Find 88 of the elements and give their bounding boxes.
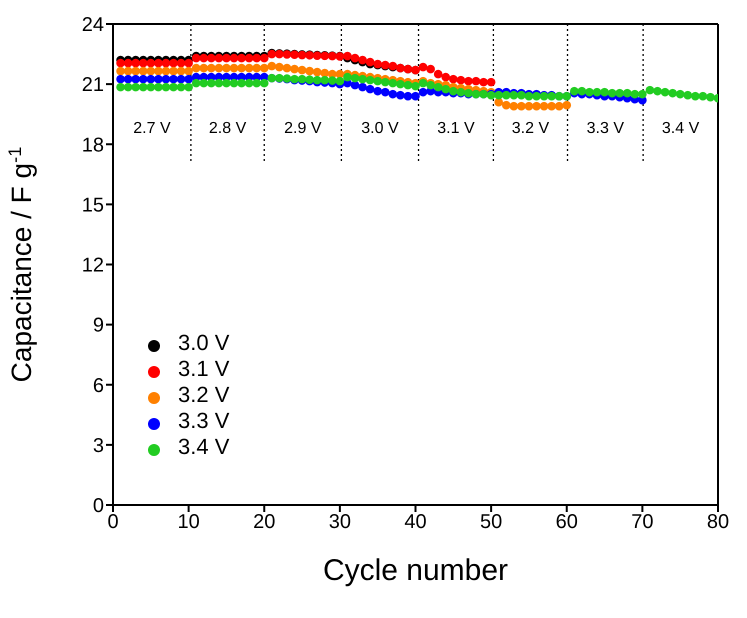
point [116, 58, 125, 68]
point [441, 72, 450, 82]
annotation: 3.2 V [512, 120, 550, 138]
point [426, 64, 435, 74]
point [502, 100, 511, 110]
point [169, 58, 178, 68]
point [199, 64, 208, 72]
y-tick-label: 0 [92, 495, 104, 518]
point [464, 76, 473, 86]
annotation: 2.9 V [284, 120, 322, 138]
point [268, 62, 276, 70]
point [562, 100, 572, 110]
point [260, 64, 269, 72]
point [169, 66, 178, 76]
legend-label: 3.0 V [178, 330, 230, 355]
point [154, 66, 163, 76]
x-tick-label: 0 [107, 511, 119, 534]
point [176, 58, 186, 68]
point [479, 78, 488, 86]
point [146, 66, 156, 76]
point [244, 64, 254, 72]
annotation: 2.7 V [133, 120, 171, 138]
x-tick-label: 80 [706, 511, 730, 534]
y-tick-label: 24 [82, 14, 104, 36]
x-tick-label: 20 [253, 511, 276, 534]
point [230, 64, 238, 72]
point [510, 102, 518, 110]
point [290, 64, 299, 74]
point [305, 66, 314, 76]
point [222, 64, 231, 72]
point [162, 66, 170, 76]
annotation: 2.8 V [208, 120, 247, 138]
x-tick-label: 30 [328, 511, 351, 534]
point [532, 102, 541, 110]
annotation: 3.0 V [361, 120, 399, 138]
point [138, 66, 148, 76]
y-tick-label: 6 [92, 374, 104, 397]
legend-label: 3.1 V [178, 356, 230, 381]
point [214, 64, 224, 72]
point [146, 58, 156, 68]
point [154, 58, 163, 68]
point [456, 76, 466, 84]
point [252, 64, 261, 72]
x-tick-label: 60 [556, 511, 578, 534]
legend-label: 3.3 V [178, 408, 230, 433]
point [131, 58, 140, 68]
point [124, 66, 132, 76]
point [131, 66, 140, 76]
point [138, 58, 148, 68]
x-tick-label: 10 [178, 511, 200, 534]
point [184, 66, 193, 76]
point [124, 58, 132, 68]
point [418, 62, 428, 72]
x-tick-label: 70 [631, 511, 654, 534]
point [524, 102, 534, 110]
point [275, 62, 284, 72]
y-tick-label: 3 [92, 434, 104, 457]
point [554, 102, 564, 110]
y-tick-label: 9 [92, 314, 104, 337]
y-tick-label: 12 [82, 254, 104, 277]
legend-label: 3.2 V [178, 382, 230, 407]
point [486, 78, 496, 86]
point [207, 64, 216, 72]
point [116, 66, 125, 76]
point [517, 102, 526, 110]
point [184, 58, 193, 68]
point [472, 76, 480, 86]
point [312, 68, 322, 76]
annotation: 3.1 V [437, 120, 475, 138]
y-tick-label: 21 [82, 74, 104, 96]
point [176, 66, 186, 76]
x-tick-label: 50 [480, 511, 502, 534]
point [162, 58, 170, 68]
legend-label: 3.4 V [178, 434, 230, 459]
point [449, 74, 458, 84]
point [237, 64, 246, 72]
point [192, 64, 200, 72]
annotation: 3.4 V [662, 120, 700, 138]
point [540, 102, 548, 110]
annotation: 3.3 V [586, 120, 624, 138]
point [434, 70, 442, 78]
x-tick-label: 40 [404, 511, 427, 534]
point [282, 64, 292, 72]
y-tick-label: 18 [82, 134, 104, 156]
point [298, 66, 306, 74]
point [547, 102, 556, 110]
x-axis-title: Cycle number [322, 554, 508, 587]
y-tick-label: 15 [82, 194, 104, 216]
